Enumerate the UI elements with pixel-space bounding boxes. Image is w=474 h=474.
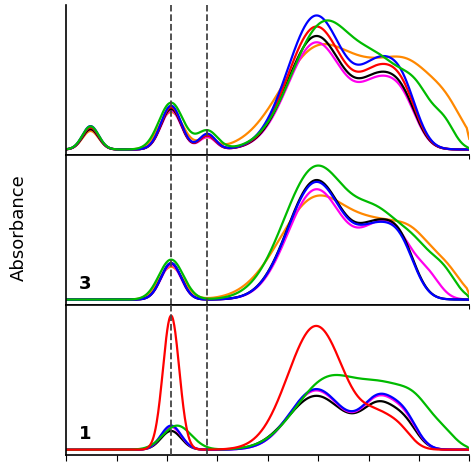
Text: Absorbance: Absorbance	[10, 174, 28, 281]
Text: 3: 3	[78, 275, 91, 293]
Text: 1: 1	[78, 425, 91, 443]
